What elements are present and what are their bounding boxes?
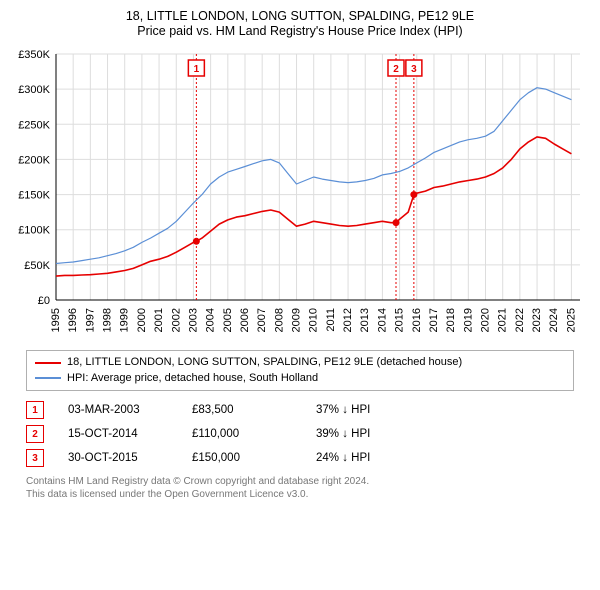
legend-box: 18, LITTLE LONDON, LONG SUTTON, SPALDING… (26, 350, 574, 391)
legend-swatch (35, 362, 61, 364)
svg-text:2000: 2000 (136, 308, 148, 332)
svg-text:2008: 2008 (273, 308, 285, 332)
footer-line-1: Contains HM Land Registry data © Crown c… (26, 475, 574, 488)
sale-delta: 24% ↓ HPI (316, 452, 416, 464)
svg-text:2020: 2020 (480, 308, 492, 332)
svg-text:2019: 2019 (462, 308, 474, 332)
svg-text:2007: 2007 (256, 308, 268, 332)
svg-text:2009: 2009 (291, 308, 303, 332)
legend-row: 18, LITTLE LONDON, LONG SUTTON, SPALDING… (35, 355, 565, 370)
sale-price: £110,000 (192, 428, 292, 440)
svg-text:1999: 1999 (119, 308, 131, 332)
sale-marker: 1 (26, 401, 44, 419)
svg-text:£0: £0 (38, 295, 50, 307)
sale-date: 15-OCT-2014 (68, 428, 168, 440)
price-line-chart: £0 £50K £100K £150K £200K £250K £300K £350K 1995… (10, 44, 590, 344)
svg-text:2005: 2005 (222, 308, 234, 332)
svg-text:2016: 2016 (411, 308, 423, 332)
svg-text:2015: 2015 (394, 308, 406, 332)
svg-text:1995: 1995 (50, 308, 62, 332)
svg-text:1998: 1998 (102, 308, 114, 332)
footer-line-2: This data is licensed under the Open Gov… (26, 488, 574, 501)
svg-text:£100K: £100K (18, 225, 50, 237)
sale-delta: 39% ↓ HPI (316, 428, 416, 440)
sale-row: 2 15-OCT-2014 £110,000 39% ↓ HPI (26, 425, 574, 443)
svg-text:£50K: £50K (24, 260, 50, 272)
svg-text:2021: 2021 (497, 308, 509, 332)
svg-text:£300K: £300K (18, 84, 50, 96)
svg-text:2014: 2014 (376, 308, 388, 332)
svg-text:£150K: £150K (18, 190, 50, 202)
svg-text:2010: 2010 (308, 308, 320, 332)
sale-date: 30-OCT-2015 (68, 452, 168, 464)
svg-text:2012: 2012 (342, 308, 354, 332)
legend-row: HPI: Average price, detached house, Sout… (35, 371, 565, 386)
svg-text:£200K: £200K (18, 155, 50, 167)
legend-label: 18, LITTLE LONDON, LONG SUTTON, SPALDING… (67, 355, 462, 370)
page-container: 18, LITTLE LONDON, LONG SUTTON, SPALDING… (0, 0, 600, 590)
chart-area: £0 £50K £100K £150K £200K £250K £300K £350K 1995… (10, 44, 590, 344)
svg-text:2018: 2018 (445, 308, 457, 332)
svg-text:3: 3 (411, 64, 417, 75)
svg-text:2001: 2001 (153, 308, 165, 332)
svg-text:2002: 2002 (170, 308, 182, 332)
svg-text:2004: 2004 (205, 308, 217, 332)
sale-price: £150,000 (192, 452, 292, 464)
svg-text:2003: 2003 (187, 308, 199, 332)
svg-text:1: 1 (194, 64, 200, 75)
svg-text:£250K: £250K (18, 120, 50, 132)
footer-attribution: Contains HM Land Registry data © Crown c… (26, 475, 574, 501)
svg-text:1997: 1997 (84, 308, 96, 332)
svg-text:1996: 1996 (67, 308, 79, 332)
sale-marker: 2 (26, 425, 44, 443)
sale-delta: 37% ↓ HPI (316, 404, 416, 416)
svg-text:2013: 2013 (359, 308, 371, 332)
svg-text:2011: 2011 (325, 308, 337, 332)
svg-text:2024: 2024 (548, 308, 560, 332)
svg-text:2022: 2022 (514, 308, 526, 332)
legend-swatch (35, 377, 61, 379)
sale-date: 03-MAR-2003 (68, 404, 168, 416)
svg-text:2: 2 (393, 64, 399, 75)
sale-price: £83,500 (192, 404, 292, 416)
svg-text:£350K: £350K (18, 49, 50, 61)
svg-text:2017: 2017 (428, 308, 440, 332)
svg-text:2025: 2025 (565, 308, 577, 332)
chart-title-line2: Price paid vs. HM Land Registry's House … (10, 24, 590, 38)
sale-marker: 3 (26, 449, 44, 467)
sales-table: 1 03-MAR-2003 £83,500 37% ↓ HPI 2 15-OCT-2014… (26, 401, 574, 467)
legend-label: HPI: Average price, detached house, Sout… (67, 371, 318, 386)
chart-title-line1: 18, LITTLE LONDON, LONG SUTTON, SPALDING… (10, 8, 590, 24)
sale-row: 3 30-OCT-2015 £150,000 24% ↓ HPI (26, 449, 574, 467)
svg-text:2023: 2023 (531, 308, 543, 332)
svg-text:2006: 2006 (239, 308, 251, 332)
sale-row: 1 03-MAR-2003 £83,500 37% ↓ HPI (26, 401, 574, 419)
